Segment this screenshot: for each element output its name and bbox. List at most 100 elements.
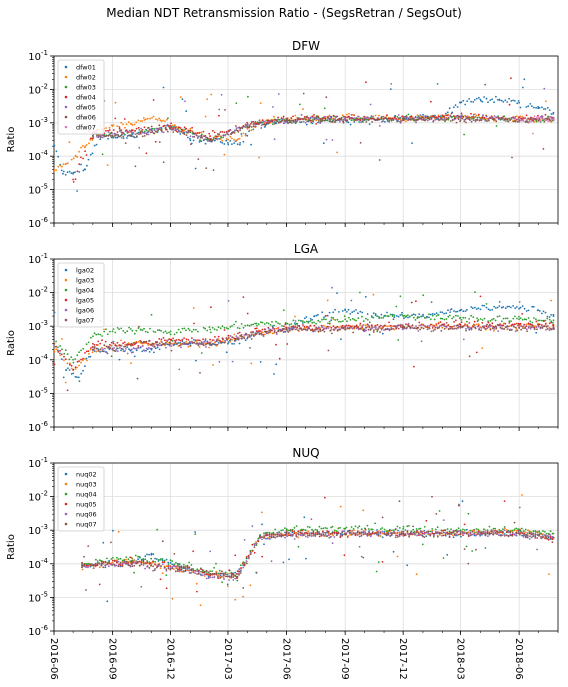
- scatter-point: [120, 328, 122, 330]
- scatter-point: [443, 313, 445, 315]
- scatter-point: [488, 120, 490, 122]
- scatter-point: [249, 129, 251, 131]
- scatter-point: [332, 542, 334, 544]
- scatter-point: [399, 527, 401, 529]
- scatter-point: [537, 320, 539, 322]
- scatter-point: [455, 320, 457, 322]
- scatter-point: [111, 355, 113, 357]
- scatter-point: [205, 136, 207, 138]
- scatter-point: [552, 538, 554, 540]
- scatter-point: [472, 316, 474, 318]
- scatter-point: [362, 557, 364, 559]
- scatter-point: [478, 307, 480, 309]
- scatter-point: [139, 561, 141, 563]
- scatter-point: [167, 565, 169, 567]
- scatter-point: [393, 551, 395, 553]
- scatter-point: [193, 570, 195, 572]
- scatter-point: [163, 87, 165, 89]
- scatter-point: [382, 536, 384, 538]
- scatter-point: [510, 77, 512, 79]
- scatter-point: [484, 120, 486, 122]
- scatter-point: [383, 325, 385, 327]
- scatter-point: [321, 120, 323, 122]
- scatter-point: [285, 323, 287, 325]
- scatter-point: [491, 322, 493, 324]
- scatter-point: [206, 578, 208, 580]
- scatter-point: [394, 116, 396, 118]
- scatter-point: [214, 140, 216, 142]
- scatter-point: [75, 178, 77, 180]
- scatter-point: [227, 585, 229, 587]
- scatter-point: [243, 327, 245, 329]
- scatter-point: [260, 333, 262, 335]
- scatter-point: [99, 351, 101, 353]
- scatter-point: [145, 331, 147, 333]
- scatter-point: [112, 530, 114, 532]
- scatter-point: [465, 330, 467, 332]
- median-point: [170, 331, 172, 333]
- scatter-point: [342, 320, 344, 322]
- scatter-point: [163, 161, 165, 163]
- scatter-point: [182, 340, 184, 342]
- scatter-point: [316, 329, 318, 331]
- scatter-point: [126, 343, 128, 345]
- scatter-point: [361, 556, 363, 558]
- scatter-point: [229, 341, 231, 343]
- scatter-point: [346, 311, 348, 313]
- scatter-point: [497, 330, 499, 332]
- scatter-point: [532, 322, 534, 324]
- scatter-point: [309, 526, 311, 528]
- scatter-point: [547, 107, 549, 109]
- scatter-point: [495, 307, 497, 309]
- scatter-point: [444, 117, 446, 119]
- scatter-point: [100, 135, 102, 137]
- scatter-point: [184, 100, 186, 102]
- scatter-point: [403, 535, 405, 537]
- scatter-point: [356, 120, 358, 122]
- median-point: [131, 123, 133, 125]
- scatter-point: [371, 326, 373, 328]
- scatter-point: [447, 325, 449, 327]
- scatter-point: [397, 116, 399, 118]
- scatter-point: [457, 315, 459, 317]
- scatter-point: [199, 132, 201, 134]
- scatter-point: [122, 330, 124, 332]
- scatter-point: [359, 546, 361, 548]
- scatter-point: [522, 325, 524, 327]
- scatter-point: [423, 530, 425, 532]
- scatter-point: [442, 119, 444, 121]
- scatter-point: [287, 331, 289, 333]
- scatter-point: [362, 325, 364, 327]
- scatter-point: [482, 118, 484, 120]
- scatter-point: [203, 345, 205, 347]
- scatter-point: [521, 528, 523, 530]
- scatter-point: [541, 320, 543, 322]
- scatter-point: [234, 578, 236, 580]
- legend-marker: [65, 66, 68, 69]
- scatter-point: [240, 335, 242, 337]
- median-point: [460, 309, 462, 311]
- scatter-point: [253, 335, 255, 337]
- scatter-point: [199, 139, 201, 141]
- scatter-point: [129, 349, 131, 351]
- scatter-point: [106, 600, 108, 602]
- scatter-point: [447, 309, 449, 311]
- scatter-point: [433, 330, 435, 332]
- scatter-point: [159, 141, 161, 143]
- scatter-point: [526, 328, 528, 330]
- scatter-point: [364, 118, 366, 120]
- y-axis-label: Ratio: [6, 330, 17, 356]
- scatter-point: [375, 328, 377, 330]
- scatter-point: [172, 340, 174, 342]
- scatter-point: [355, 320, 357, 322]
- scatter-point: [102, 137, 104, 139]
- scatter-point: [499, 325, 501, 327]
- scatter-point: [324, 535, 326, 537]
- scatter-point: [95, 563, 97, 565]
- scatter-point: [76, 190, 78, 192]
- scatter-point: [528, 325, 530, 327]
- scatter-point: [294, 119, 296, 121]
- scatter-point: [335, 120, 337, 122]
- median-point: [518, 102, 520, 104]
- scatter-point: [161, 341, 163, 343]
